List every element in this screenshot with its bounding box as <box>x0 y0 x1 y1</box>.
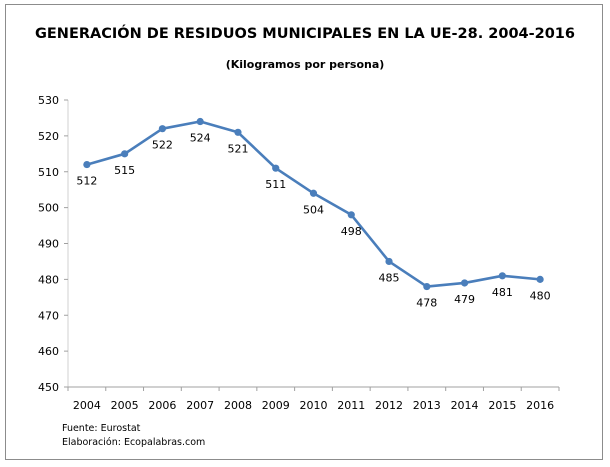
y-tick-label: 500 <box>38 202 59 215</box>
data-point <box>309 189 318 197</box>
data-point <box>423 282 431 291</box>
x-tick-label: 2015 <box>488 399 516 412</box>
y-tick-label: 450 <box>38 381 59 394</box>
y-tick-label: 520 <box>38 130 59 143</box>
x-tick-label: 2007 <box>186 399 214 412</box>
data-point <box>83 160 91 169</box>
data-label: 522 <box>152 139 173 152</box>
y-tick-label: 490 <box>38 238 59 251</box>
data-label: 521 <box>227 142 248 155</box>
data-point <box>498 272 506 280</box>
data-label: 511 <box>265 178 286 191</box>
y-tick-label: 530 <box>38 94 59 107</box>
data-point <box>121 150 129 158</box>
x-tick-label: 2016 <box>526 399 554 412</box>
data-label: 481 <box>492 286 513 299</box>
y-tick-label: 470 <box>38 309 59 322</box>
data-point <box>385 257 393 266</box>
data-label: 479 <box>454 293 475 306</box>
data-point <box>272 164 280 172</box>
data-label: 515 <box>114 164 135 177</box>
data-point <box>536 275 544 283</box>
x-tick-label: 2010 <box>300 399 328 412</box>
data-point <box>234 128 242 136</box>
data-label: 485 <box>379 271 400 284</box>
x-tick-label: 2006 <box>148 399 176 412</box>
x-tick-label: 2005 <box>111 399 139 412</box>
data-label: 512 <box>76 175 97 188</box>
y-tick-label: 510 <box>38 166 59 179</box>
x-tick-label: 2009 <box>262 399 290 412</box>
data-point <box>347 211 355 219</box>
x-tick-label: 2012 <box>375 399 403 412</box>
footer-credit: Elaboración: Ecopalabras.com <box>62 437 205 448</box>
chart-title: GENERACIÓN DE RESIDUOS MUNICIPALES EN LA… <box>35 24 575 42</box>
data-point <box>460 279 469 287</box>
x-tick-label: 2008 <box>224 399 252 412</box>
x-tick-label: 2004 <box>73 399 101 412</box>
data-label: 524 <box>190 132 211 145</box>
data-point <box>196 117 204 126</box>
data-label: 498 <box>341 225 362 238</box>
x-tick-label: 2011 <box>337 399 365 412</box>
data-label: 478 <box>416 297 437 310</box>
chart-frame <box>5 4 603 460</box>
data-label: 504 <box>303 203 324 216</box>
y-tick-label: 460 <box>38 345 59 358</box>
footer-source: Fuente: Eurostat <box>62 423 141 434</box>
x-tick-label: 2014 <box>451 399 479 412</box>
data-label: 480 <box>530 289 551 302</box>
y-tick-label: 480 <box>38 273 59 286</box>
chart-subtitle: (Kilogramos por persona) <box>226 58 385 71</box>
data-point <box>158 125 167 133</box>
x-tick-label: 2013 <box>413 399 441 412</box>
